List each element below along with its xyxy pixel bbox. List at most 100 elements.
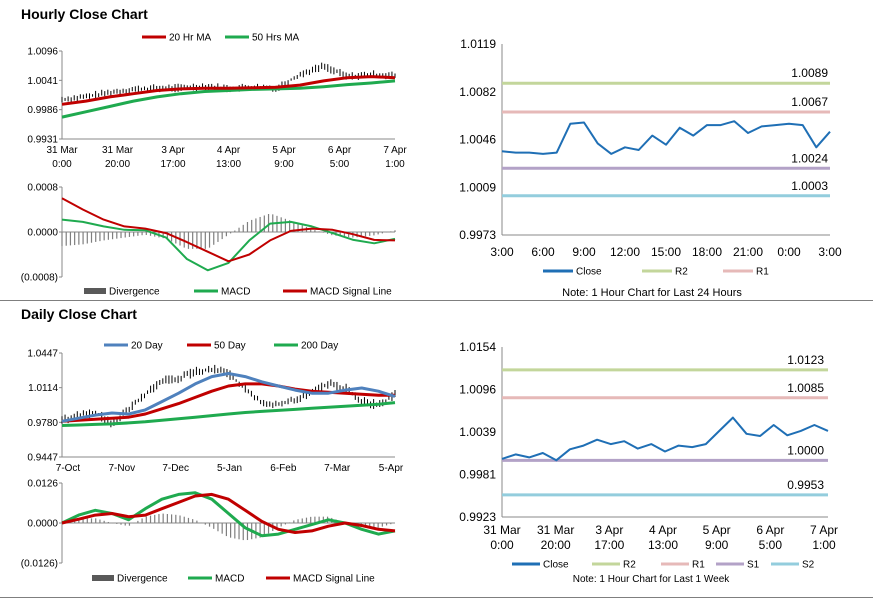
daily-levels-legend-r2-label: R2 (623, 560, 636, 571)
hourly-price-xtick: 31 Mar (102, 145, 134, 156)
daily-levels-legend-s1-label: S1 (747, 560, 760, 571)
daily-ma50-line (61, 382, 395, 423)
daily-levels-xtick: 6 Apr (756, 523, 784, 537)
hourly-levels-legend-r2-label: R2 (675, 267, 688, 278)
daily-legend-ma20-label: 20 Day (131, 341, 163, 352)
hourly-price-xtick: 3 Apr (161, 145, 185, 156)
hourly-close-line (501, 120, 831, 155)
hourly-levels-xtick: 18:00 (692, 245, 722, 259)
hourly-levels-xtick: 21:00 (733, 245, 763, 259)
daily-macd-ytick: 0.0126 (27, 479, 58, 490)
daily-price-ytick: 1.0447 (27, 349, 58, 360)
daily-levels-xtick: 17:00 (594, 538, 624, 552)
hourly-levels-ytick: 1.0119 (460, 37, 496, 51)
hourly-price-xtick: 17:00 (160, 159, 185, 170)
hourly-macd-ytick: 0.0000 (27, 228, 58, 239)
daily-levels-xtick: 5:00 (759, 538, 783, 552)
hourly-levels-xtick: 6:00 (531, 245, 555, 259)
hourly-price-ytick: 1.0041 (27, 76, 58, 87)
daily-levels-xtick: 9:00 (705, 538, 729, 552)
hourly-price-xtick: 1:00 (385, 159, 405, 170)
hourly-levels-ytick: 1.0046 (459, 133, 496, 147)
daily-close-line (501, 416, 829, 462)
section-divider (0, 300, 873, 301)
daily-levels-xtick: 7 Apr (810, 523, 838, 537)
daily-legend-signal-label: MACD Signal Line (293, 574, 375, 585)
hourly-legend-ma20-label: 20 Hr MA (169, 33, 212, 44)
hourly-levels-note: Note: 1 Hour Chart for Last 24 Hours (562, 287, 742, 299)
daily-levels-xtick: 31 Mar (483, 523, 520, 537)
daily-levels-xtick: 13:00 (648, 538, 678, 552)
daily-price-xtick: 7-Oct (56, 463, 81, 474)
daily-levels-ytick: 1.0154 (459, 340, 496, 354)
hourly-price-xtick: 9:00 (274, 159, 294, 170)
hourly-price-xtick: 20:00 (105, 159, 130, 170)
hourly-level-r1-label: 1.0067 (791, 95, 828, 109)
hourly-levels-legend-close-label: Close (576, 267, 602, 278)
hourly-levels-ytick: 0.9973 (459, 228, 496, 242)
daily-ma200-line (61, 401, 396, 427)
hourly-section-title: Hourly Close Chart (21, 6, 148, 22)
bottom-divider (0, 597, 873, 598)
hourly-levels-xtick: 15:00 (651, 245, 681, 259)
daily-level-r2-label: 1.0123 (787, 353, 824, 367)
daily-level-s2-label: 0.9953 (787, 478, 824, 492)
hourly-legend-ma50-label: 50 Hrs MA (252, 33, 300, 44)
hourly-price-xtick: 13:00 (216, 159, 241, 170)
hourly-price-xtick: 6 Apr (328, 145, 352, 156)
hourly-macd-signal-line (61, 197, 396, 263)
hourly-levels-xtick: 9:00 (572, 245, 596, 259)
daily-levels-legend-close-label: Close (543, 560, 569, 571)
hourly-price-xtick: 31 Mar (46, 145, 78, 156)
daily-levels-legend-s2-label: S2 (802, 560, 815, 571)
daily-legend-ma200-label: 200 Day (301, 341, 338, 352)
daily-price-xtick: 5-Apr (379, 463, 404, 474)
hourly-price-xtick: 4 Apr (217, 145, 241, 156)
daily-price-xtick: 7-Dec (162, 463, 189, 474)
daily-levels-xtick: 4 Apr (649, 523, 677, 537)
daily-legend-divergence-label: Divergence (117, 574, 168, 585)
daily-levels-xtick: 31 Mar (537, 523, 574, 537)
daily-price-xtick: 7-Mar (324, 463, 351, 474)
daily-macd-signal-line (61, 492, 396, 534)
hourly-macd-line (61, 218, 396, 272)
daily-macd-ytick: 0.0000 (27, 519, 58, 530)
daily-levels-ytick: 0.9981 (459, 468, 496, 482)
daily-price-xtick: 6-Feb (270, 463, 297, 474)
hourly-levels-xtick: 0:00 (777, 245, 801, 259)
hourly-price-ytick: 1.0096 (27, 47, 58, 58)
hourly-price-xtick: 7 Apr (383, 145, 407, 156)
hourly-macd-ytick: (0.0008) (21, 273, 58, 284)
daily-levels-ytick: 0.9923 (459, 510, 496, 524)
hourly-levels-xtick: 12:00 (610, 245, 640, 259)
hourly-level-s2-label: 1.0003 (791, 179, 828, 193)
daily-legend-divergence-swatch (92, 575, 114, 581)
daily-level-s1-label: 1.0000 (787, 443, 824, 457)
daily-price-xtick: 7-Nov (108, 463, 135, 474)
hourly-legend-signal-label: MACD Signal Line (310, 287, 392, 298)
hourly-ma20-line (61, 75, 396, 106)
hourly-levels-xtick: 3:00 (490, 245, 514, 259)
daily-levels-note: Note: 1 Hour Chart for Last 1 Week (573, 574, 731, 585)
daily-levels-legend-r1-label: R1 (692, 560, 705, 571)
daily-ma20-line (61, 372, 396, 423)
daily-levels-ytick: 1.0096 (459, 383, 496, 397)
hourly-level-r2-label: 1.0089 (791, 66, 828, 80)
daily-price-xtick: 5-Jan (217, 463, 242, 474)
daily-price-ytick: 0.9780 (27, 418, 58, 429)
daily-levels-xtick: 5 Apr (703, 523, 731, 537)
hourly-legend-divergence-label: Divergence (109, 287, 160, 298)
hourly-price-xtick: 5:00 (330, 159, 350, 170)
hourly-levels-legend-r1-label: R1 (756, 267, 769, 278)
daily-level-r1-label: 1.0085 (787, 381, 824, 395)
daily-levels-xtick: 3 Apr (595, 523, 623, 537)
hourly-macd-ytick: 0.0008 (27, 183, 58, 194)
daily-levels-xtick: 20:00 (541, 538, 571, 552)
hourly-price-ytick: 0.9986 (27, 105, 58, 116)
hourly-levels-xtick: 3:00 (818, 245, 842, 259)
daily-section-title: Daily Close Chart (21, 306, 137, 322)
daily-price-ytick: 0.9447 (27, 453, 58, 464)
daily-price-ytick: 1.0114 (28, 383, 58, 394)
daily-levels-ytick: 1.0039 (459, 425, 496, 439)
